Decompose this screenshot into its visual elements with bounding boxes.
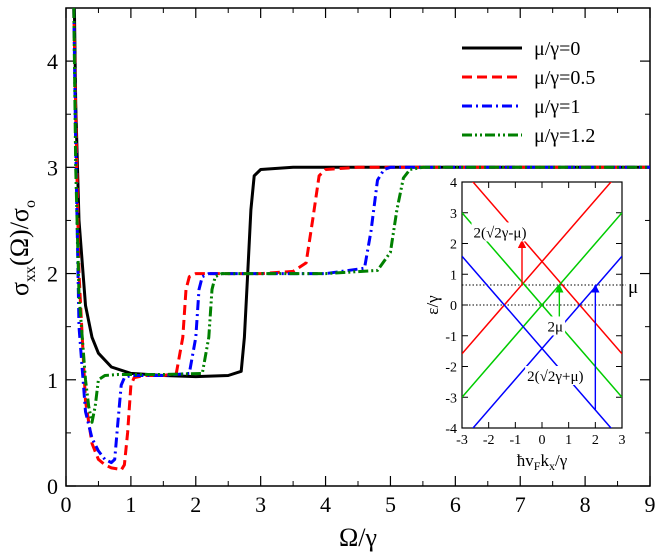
inset-y-tick-label: 3 <box>450 207 457 222</box>
legend-label: μ/γ=1 <box>534 96 580 118</box>
main-x-tick-label: 8 <box>580 492 591 517</box>
inset-x-tick-label: 3 <box>619 433 626 448</box>
main-x-tick-label: 1 <box>125 492 136 517</box>
main-series-group <box>72 8 650 472</box>
legend-label: μ/γ=1.2 <box>534 125 595 147</box>
inset-x-axis-label: ħvFkx/γ <box>517 451 568 473</box>
inset-y-tick-label: 0 <box>450 299 457 314</box>
main-x-tick-label: 0 <box>61 492 72 517</box>
inset-x-tick-label: -2 <box>483 433 495 448</box>
inset-y-tick-label: 4 <box>450 176 457 191</box>
inset-y-tick-label: 2 <box>450 238 457 253</box>
main-x-tick-label: 6 <box>450 492 461 517</box>
main-y-tick-label: 1 <box>47 368 58 393</box>
main-y-tick-label: 4 <box>47 49 58 74</box>
main-x-tick-label: 7 <box>515 492 526 517</box>
inset-x-tick-label: 1 <box>565 433 572 448</box>
main-x-axis-label: Ω/γ <box>339 523 377 552</box>
inset-y-axis-label: ε/γ <box>423 295 442 315</box>
inset-transition-arrows: 2(√2γ-μ) 2μ 2(√2γ+μ) <box>471 222 600 410</box>
main-x-tick-label: 3 <box>255 492 266 517</box>
inset-arrow-label-bg <box>545 316 566 336</box>
main-y-tick-label: 2 <box>47 262 58 287</box>
inset-arrow-label-bg <box>525 366 586 385</box>
main-x-tick-label: 4 <box>320 492 331 517</box>
inset-mu-label: μ <box>628 277 638 298</box>
inset-x-tick-label: -1 <box>509 433 521 448</box>
series-line-mu-1-2 <box>72 8 650 424</box>
main-x-tick-label: 2 <box>190 492 201 517</box>
legend-label: μ/γ=0 <box>534 38 580 60</box>
inset-x-tick-label: 2 <box>592 433 599 448</box>
legend-label: μ/γ=0.5 <box>534 67 595 89</box>
inset-y-tick-label: -4 <box>445 422 457 437</box>
inset-arrow-label: 2(√2γ+μ) <box>527 369 583 385</box>
inset-y-tick-label: -2 <box>445 361 457 376</box>
legend: μ/γ=0 μ/γ=0.5 μ/γ=1 μ/γ=1.2 <box>462 38 595 147</box>
main-y-tick-label: 3 <box>47 155 58 180</box>
main-y-axis-label: σxx(Ω)/σo <box>5 200 39 296</box>
inset-arrow-label-bg <box>471 222 529 242</box>
inset-y-tick-label: 1 <box>450 268 457 283</box>
inset-band-line <box>462 255 612 428</box>
main-x-tick-label: 9 <box>645 492 656 517</box>
main-x-tick-label: 5 <box>385 492 396 517</box>
inset-arrow-label: 2(√2γ-μ) <box>474 225 527 241</box>
inset-y-tick-label: -3 <box>445 391 457 406</box>
inset-y-tick-label: -1 <box>445 330 457 345</box>
main-axis-ticks: 0 1 2 3 4 5 6 7 8 9 0 1 2 3 4 <box>47 7 656 517</box>
inset-x-tick-label: 0 <box>539 433 546 448</box>
inset-arrow-label: 2μ <box>548 319 564 335</box>
inset-x-tick-label: -3 <box>456 433 468 448</box>
main-y-tick-label: 0 <box>47 474 58 499</box>
series-line-mu-0 <box>72 8 650 379</box>
